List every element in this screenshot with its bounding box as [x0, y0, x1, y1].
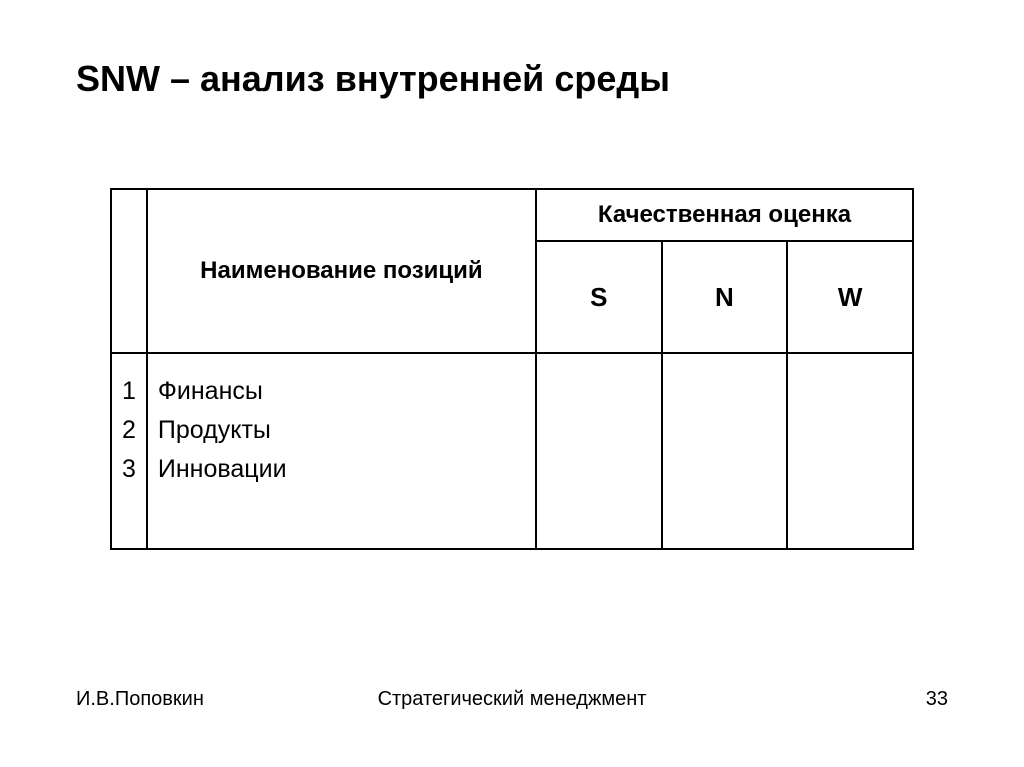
table-header-row-1: Наименование позиций Качественная оценка — [111, 189, 913, 241]
row-num: 1 — [112, 372, 146, 411]
snw-table: Наименование позиций Качественная оценка… — [110, 188, 914, 550]
header-name-line1: Наименование позиций — [148, 252, 535, 290]
header-col-n: N — [662, 241, 788, 353]
header-quality-col: Качественная оценка — [536, 189, 913, 241]
row-num: 2 — [112, 411, 146, 450]
page-title: SNW – анализ внутренней среды — [76, 58, 670, 100]
footer-page-number: 33 — [926, 688, 948, 711]
body-name-cell: Финансы Продукты Инновации — [147, 353, 536, 549]
header-col-s: S — [536, 241, 662, 353]
table-body-row: 1 2 3 Финансы Продукты Инновации — [111, 353, 913, 549]
row-name: Инновации — [158, 450, 535, 489]
row-name: Продукты — [158, 411, 535, 450]
body-n-cell — [662, 353, 788, 549]
footer-author: И.В.Поповкин — [76, 688, 204, 711]
footer-subject: Стратегический менеджмент — [378, 688, 647, 711]
header-col-w: W — [787, 241, 913, 353]
slide-footer: И.В.Поповкин Стратегический менеджмент 3… — [76, 688, 948, 711]
row-num: 3 — [112, 450, 146, 489]
body-w-cell — [787, 353, 913, 549]
body-num-cell: 1 2 3 — [111, 353, 147, 549]
snw-table-container: Наименование позиций Качественная оценка… — [110, 188, 914, 550]
body-s-cell — [536, 353, 662, 549]
row-name: Финансы — [158, 372, 535, 411]
header-name-col: Наименование позиций — [147, 189, 536, 353]
header-num-col — [111, 189, 147, 353]
